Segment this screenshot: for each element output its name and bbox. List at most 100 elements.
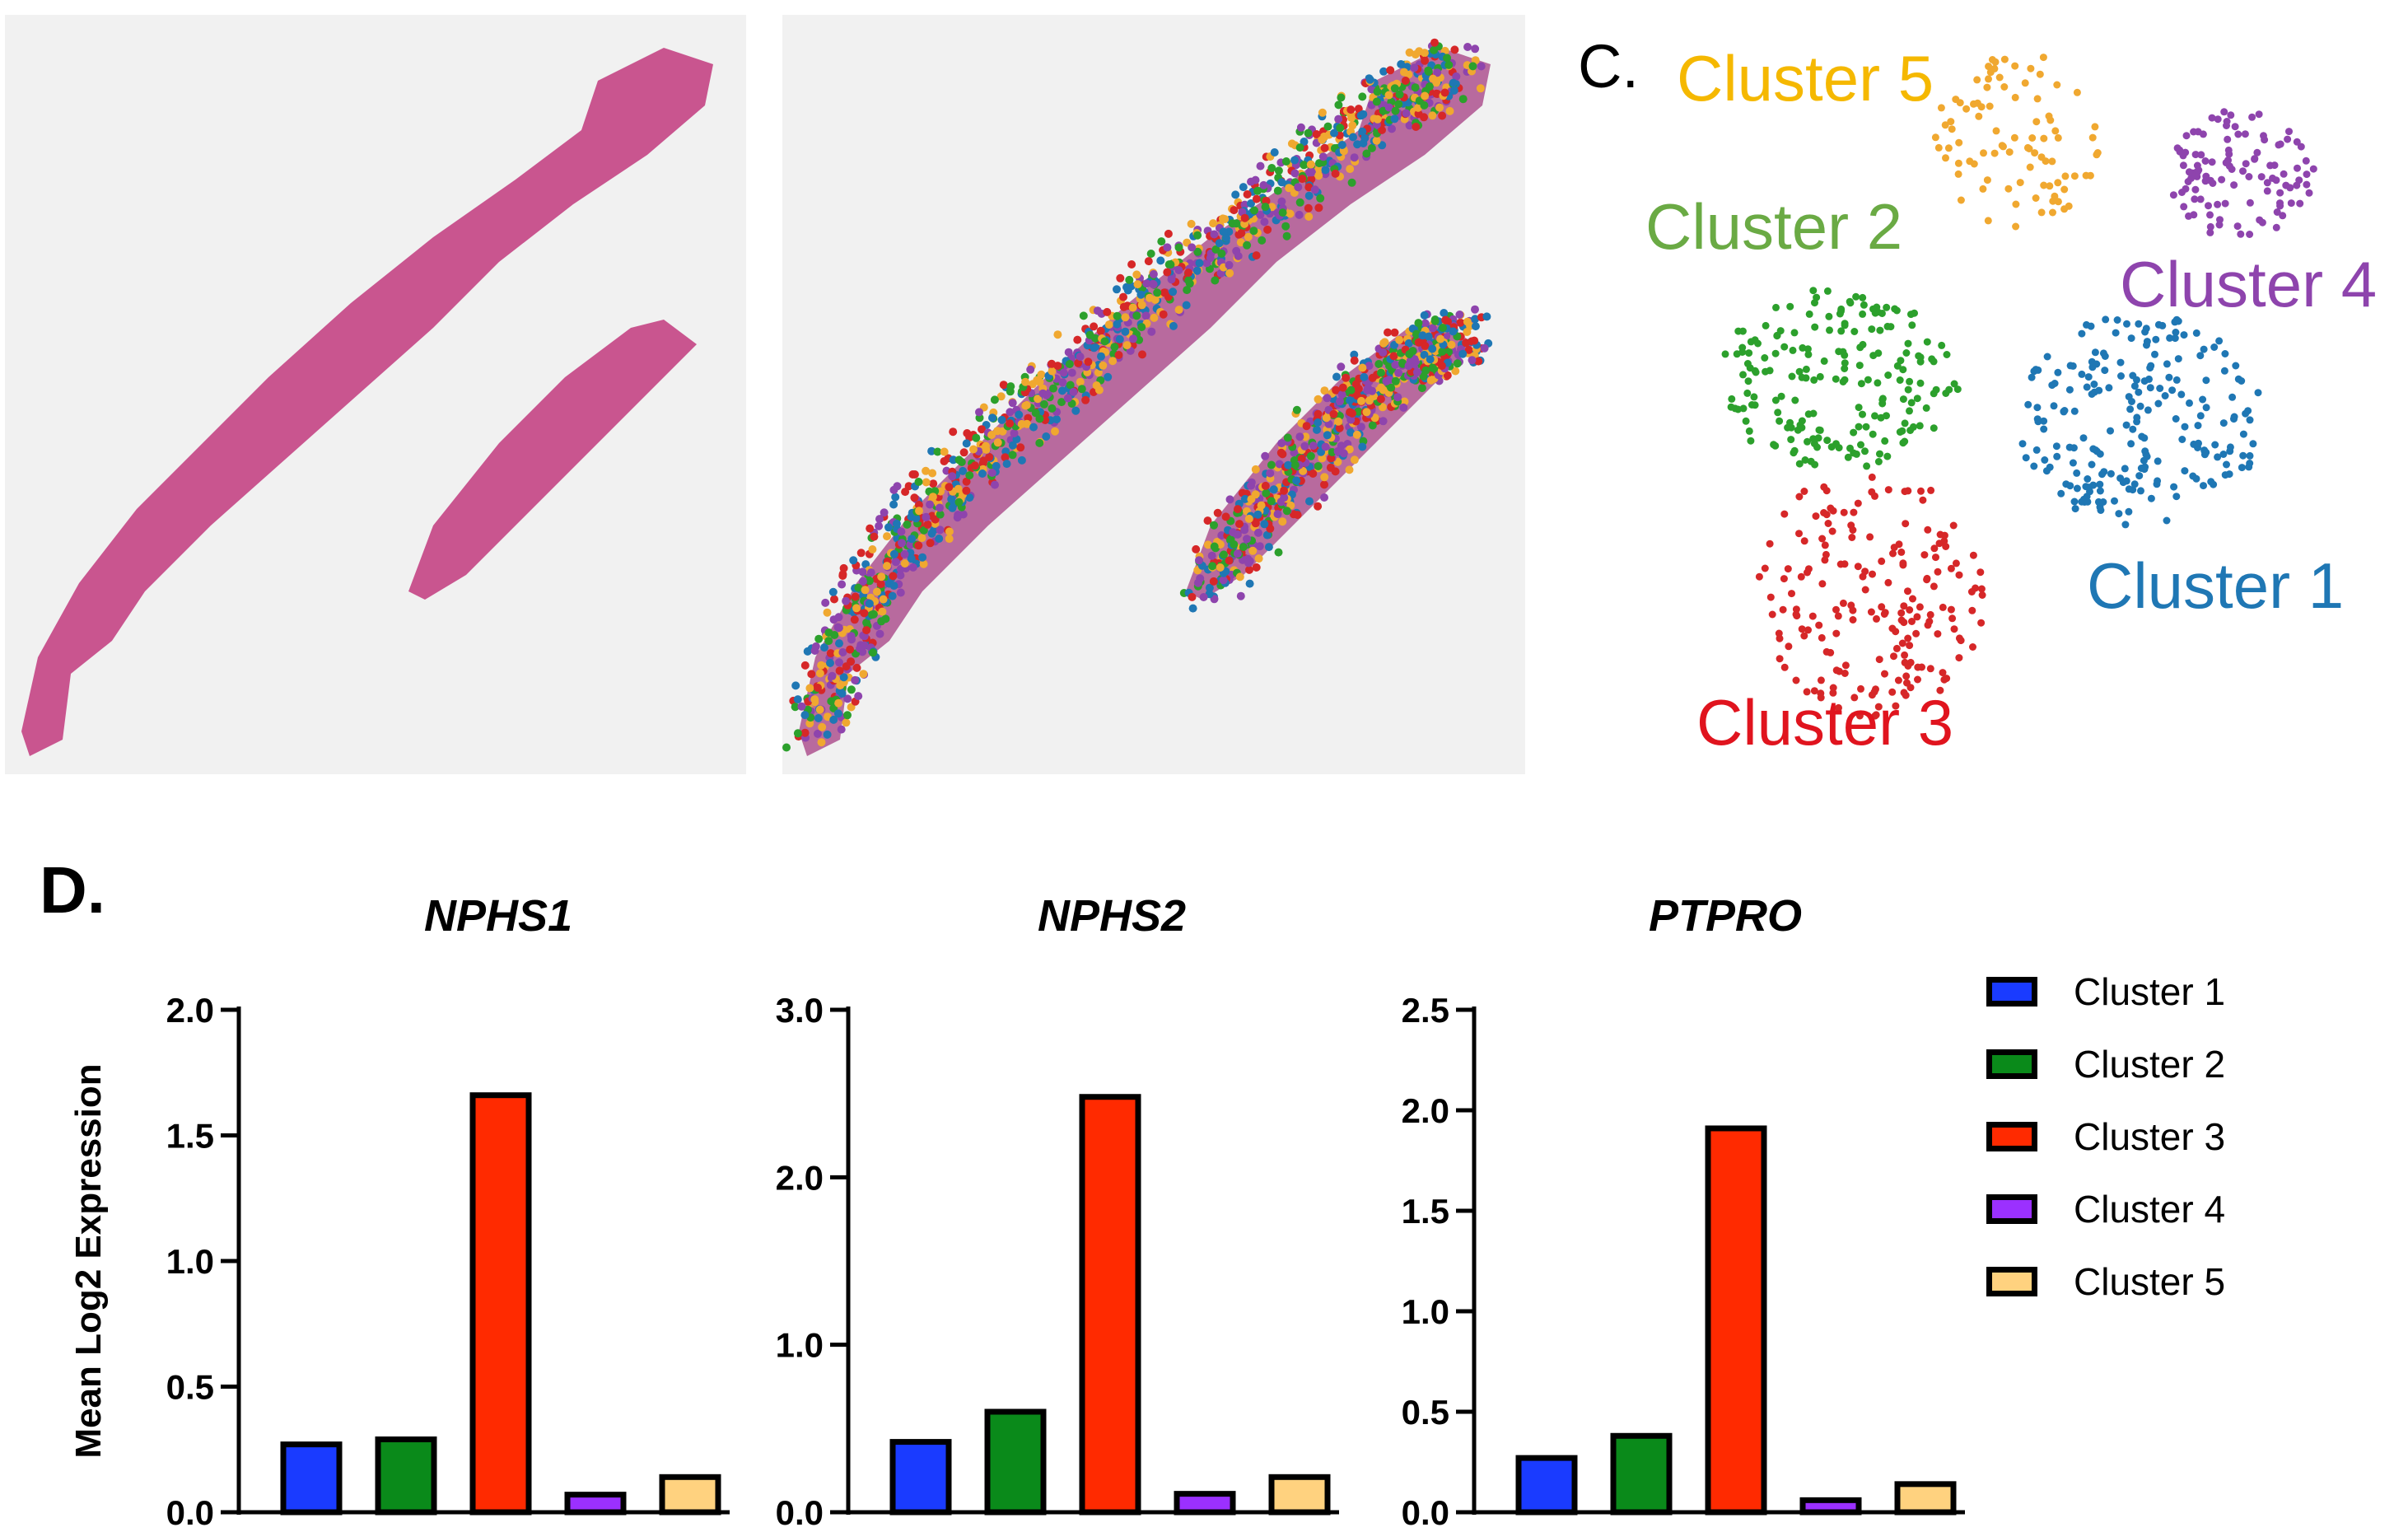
spatial-spot (835, 658, 843, 667)
spatial-spot (1065, 360, 1074, 368)
legend-item: Cluster 4 (1986, 1173, 2225, 1245)
spatial-spot (858, 567, 867, 577)
umap-point (2226, 447, 2234, 455)
umap-point (2242, 160, 2250, 168)
spatial-spot (1220, 550, 1228, 559)
spatial-spot (1073, 335, 1082, 344)
umap-point (2163, 360, 2171, 368)
umap-point (2166, 334, 2174, 342)
spatial-spot (1188, 592, 1197, 601)
spatial-spot (1304, 128, 1313, 138)
umap-point (1786, 302, 1794, 311)
spatial-spot (1042, 432, 1051, 441)
umap-point (2033, 404, 2042, 412)
umap-point (1827, 648, 1835, 656)
spatial-spot (907, 554, 916, 563)
spatial-spot (1205, 583, 1214, 592)
umap-point (2125, 507, 2133, 516)
spatial-spot (1320, 493, 1328, 502)
spatial-spot (949, 455, 958, 465)
spatial-spot (1295, 198, 1304, 207)
spatial-spot (1188, 604, 1197, 613)
spatial-spot (1314, 409, 1323, 418)
spatial-spot (1261, 203, 1270, 212)
umap-point (1985, 63, 1993, 71)
spatial-spot (843, 711, 852, 720)
spatial-spot (1192, 544, 1201, 553)
umap-point (1904, 487, 1912, 495)
umap-point (2227, 111, 2235, 119)
spatial-spot (927, 446, 936, 455)
spatial-spot (1309, 469, 1318, 478)
umap-point (1802, 365, 1810, 373)
umap-point (2208, 114, 2216, 122)
umap-point (2154, 399, 2163, 408)
spatial-spot (1443, 371, 1452, 380)
spatial-spot (1298, 175, 1307, 184)
umap-point (1821, 556, 1829, 564)
spatial-spot (1108, 357, 1118, 366)
umap-point (2237, 230, 2245, 238)
umap-point (1883, 322, 1892, 330)
spatial-spot (1280, 493, 1289, 502)
spatial-spot (1417, 384, 1426, 393)
umap-point (1884, 486, 1892, 494)
spatial-spot (1156, 256, 1165, 265)
umap-point (1849, 526, 1857, 534)
umap-point (1983, 83, 1991, 91)
spatial-spot (1321, 166, 1330, 175)
spatial-spot (1266, 469, 1275, 478)
umap-point (2105, 384, 2113, 392)
umap-point (2179, 161, 2187, 170)
umap-point (2194, 422, 2202, 430)
umap-point (2096, 450, 2104, 458)
umap-point (1832, 629, 1841, 638)
umap-point (2211, 441, 2219, 449)
y-tick-label: 1.5 (166, 1117, 214, 1156)
umap-point (1859, 293, 1867, 301)
spatial-spot (859, 670, 868, 679)
umap-point (1913, 395, 1921, 403)
bar-charts: NPHS1 0.0 0.5 1.0 1.5 2.0 Mean Log2 Expression… (68, 891, 1965, 1532)
umap-point (2084, 373, 2093, 381)
spatial-spot (928, 493, 937, 502)
spatial-spot (842, 718, 851, 727)
umap-point (1906, 377, 1914, 385)
umap-point (1770, 441, 1778, 449)
spatial-spot (1359, 110, 1368, 119)
umap-point (1795, 493, 1804, 501)
spatial-spot (1093, 306, 1102, 315)
spatial-spot (1182, 301, 1191, 310)
umap-point (1892, 628, 1900, 636)
umap-point (1923, 574, 1931, 582)
legend-label: Cluster 3 (2074, 1115, 2226, 1158)
umap-point (1841, 661, 1850, 670)
umap-point (2174, 317, 2182, 325)
umap-point (1984, 217, 1992, 225)
spatial-spot (1266, 524, 1275, 533)
spatial-spot (1453, 359, 1462, 368)
umap-point (1872, 685, 1879, 694)
spatial-spot (1034, 395, 1043, 404)
spatial-spot (1294, 183, 1303, 192)
spatial-spot (1345, 465, 1354, 474)
y-tick-label: 2.0 (1402, 1091, 1449, 1130)
spatial-spot (866, 568, 875, 577)
umap-point (1980, 149, 1987, 157)
umap-point (2090, 381, 2098, 388)
spatial-spot (1314, 171, 1323, 180)
umap-point (2093, 360, 2101, 368)
bar (889, 1439, 952, 1516)
umap-point (1908, 618, 1916, 625)
umap-point (1894, 676, 1902, 684)
umap-point (1815, 621, 1823, 629)
spatial-spot (782, 743, 791, 752)
umap-point (2133, 376, 2140, 384)
umap-point (2200, 482, 2207, 490)
umap-point (1992, 127, 2000, 135)
umap-point (1822, 511, 1831, 519)
umap-point (1967, 588, 1976, 596)
umap-point (2171, 334, 2179, 343)
spatial-spot (823, 730, 832, 739)
umap-point (1743, 389, 1752, 397)
